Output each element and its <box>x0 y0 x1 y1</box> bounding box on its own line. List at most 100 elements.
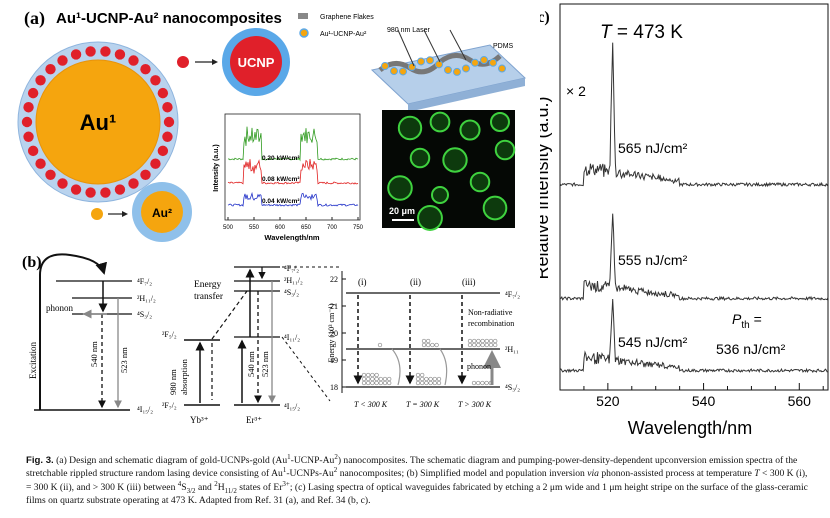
ucnp-particle <box>35 158 46 169</box>
ucnp-particle <box>70 49 82 60</box>
panel-c: (c) T = 473 K × 2 565 nJ/cm² 555 nJ/cm² … <box>540 3 829 438</box>
device-particle <box>390 67 398 76</box>
population-dot <box>480 342 485 348</box>
stretchable-device-illustration: 980 nm Laser PDMS <box>370 27 527 112</box>
population-dot <box>430 342 435 348</box>
population-dot <box>387 376 392 382</box>
left-540-label: 540 nm <box>89 341 99 367</box>
ucnp-particle <box>150 75 161 86</box>
phonon-population-diagram: 18 19 20 21 22 Energy (10³ cm⁻¹) (i) (ii) (i… <box>327 271 520 409</box>
population-dot <box>382 376 388 382</box>
left-phonon-label: phonon <box>46 303 74 313</box>
population-dot <box>472 338 477 344</box>
population-dot <box>366 380 371 386</box>
ucnp-particle <box>140 169 151 180</box>
ucnp-particle <box>162 102 173 113</box>
population-dot <box>377 342 383 348</box>
caption-text: and <box>195 481 215 493</box>
population-dot <box>472 342 477 348</box>
population-dot <box>488 342 494 348</box>
caption-sup: 3+ <box>282 479 290 488</box>
small-ucnp-dot <box>177 56 189 68</box>
population-dot <box>484 338 489 344</box>
spectrum-y-label: Intensity (a.u.) <box>213 144 220 191</box>
caption-text: ) nanocomposites. The schematic diagram … <box>26 455 798 480</box>
energy-label-555: 555 nJ/cm² <box>618 252 688 268</box>
cell <box>417 205 443 231</box>
population-dot <box>382 380 388 386</box>
population-dot <box>467 338 473 344</box>
population-dot <box>370 380 375 386</box>
er-level-4f72: ⁴F₇/₂ <box>284 264 299 273</box>
caption-sub: 3/2 <box>186 486 196 495</box>
device-particle <box>399 67 407 76</box>
energy-tick-label: 18 <box>330 383 338 392</box>
energy-label-545: 545 nJ/cm² <box>618 334 688 350</box>
scale-factor-label: × 2 <box>566 83 586 99</box>
population-dot <box>366 372 371 378</box>
nonradiative-label-1: Non-radiative <box>468 308 513 317</box>
er-level-4i112: ⁴I₁₁/₂ <box>284 333 300 342</box>
population-dot <box>471 380 477 386</box>
caption-sup: 4 <box>177 479 182 488</box>
ucnp-particle <box>114 49 126 60</box>
energy-tick-label: 20 <box>330 329 338 338</box>
population-dot <box>370 372 375 378</box>
left-energy-diagram: ⁴F₇/₂ ²H₁₁/₂ ⁴S₃/₂ ⁴I₁₅/₂ phonon Excitat… <box>28 253 156 414</box>
right-level-4s32: ⁴S₃/₂ <box>505 383 520 392</box>
yb-label: Yb³⁺ <box>190 415 209 425</box>
population-dot <box>378 380 383 386</box>
population-dot <box>476 338 481 344</box>
population-dot <box>488 338 494 344</box>
right-level-4f72: ⁴F₇/₂ <box>505 290 520 299</box>
right-phonon-label: phonon <box>467 362 491 371</box>
left-level-4f72: ⁴F₇/₂ <box>137 277 152 286</box>
scale-bar-label: 20 μm <box>389 206 415 216</box>
cell <box>482 195 508 221</box>
pdms-label: PDMS <box>493 43 514 50</box>
population-dot <box>432 376 437 382</box>
ucnp-particle <box>128 178 139 189</box>
graphene-legend-label: Graphene Flakes <box>320 14 374 21</box>
population-dot <box>426 338 431 344</box>
cell <box>409 147 431 169</box>
population-dot <box>374 372 379 378</box>
arrow-head-icon <box>212 59 218 65</box>
population-dot <box>421 342 427 348</box>
device-particle <box>444 65 452 74</box>
caption-text: states of Er <box>236 481 283 493</box>
composite-icon <box>299 28 309 38</box>
caption-text: -UCNP-Au <box>290 455 335 466</box>
ucnp-particle <box>35 75 46 86</box>
population-dot <box>366 376 371 382</box>
yb-er-energy-diagram: ²F₅/₂ ²F₇/₂ ⁴F₇/₂ ²H₁₁/₂ ⁴S₃/₂ ⁴I₁₁/₂ ⁴I… <box>162 264 340 425</box>
excitation-label: Excitation <box>28 342 38 379</box>
population-dot <box>370 376 375 382</box>
condition-i: T < 300 K <box>354 400 388 409</box>
condition-ii: T = 300 K <box>406 400 440 409</box>
absorption-label-2: absorption <box>179 358 189 395</box>
population-dot <box>484 342 489 348</box>
left-level-2h112: ²H₁₁/₂ <box>137 294 156 303</box>
cell <box>442 147 468 173</box>
population-dot <box>374 376 379 382</box>
ucnp-particle <box>23 102 34 113</box>
au2-label: Au² <box>152 206 172 220</box>
population-dot <box>493 338 498 344</box>
figure-caption: Fig. 3. (a) Design and schematic diagram… <box>26 453 808 507</box>
lasing-tick-label: 560 <box>788 393 812 409</box>
caption-italic: via <box>587 468 599 480</box>
case-ii-label: (ii) <box>410 277 421 287</box>
population-dot <box>361 376 367 382</box>
nonradiative-label-2: recombination <box>468 319 514 328</box>
er-label: Er³⁺ <box>246 415 262 425</box>
panel-b: (b) ⁴F₇/₂ ²H₁₁/₂ ⁴S₃/₂ ⁴I₁₅/₂ phonon Exc… <box>22 253 520 425</box>
population-dot <box>484 380 489 386</box>
population-dot <box>426 342 431 348</box>
caption-sup: 1 <box>282 466 287 475</box>
caption-text: (a) Design and schematic diagram of gold… <box>53 455 288 466</box>
ucnp-particle <box>70 184 82 195</box>
upconversion-spectrum-chart: 0.20 kW/cm² 0.08 kW/cm² 0.04 kW/cm² 500 5… <box>213 113 364 242</box>
ucnp-particle <box>27 87 39 99</box>
lasing-series-545 <box>559 298 829 374</box>
